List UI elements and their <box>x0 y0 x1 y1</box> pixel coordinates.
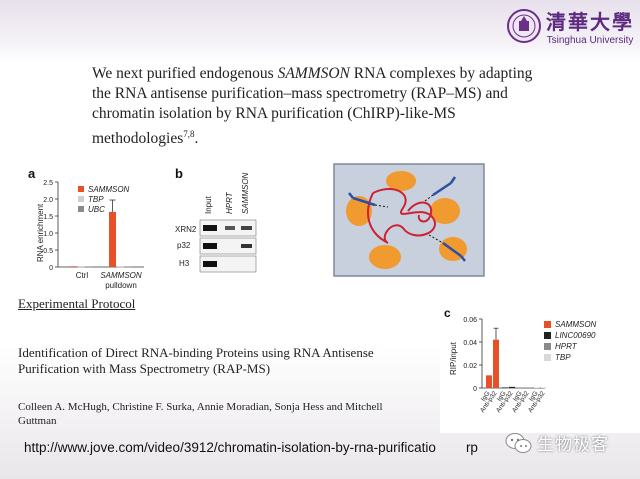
protocol-title: Identification of Direct RNA-binding Pro… <box>18 345 374 376</box>
protocol-authors: Colleen A. McHugh, Christine F. Surka, A… <box>18 401 383 427</box>
panel-c-legend-label: HPRT <box>555 342 578 351</box>
panel-c-legend-swatch <box>544 332 551 339</box>
panel-c-xtick-label: IgG <box>528 390 540 403</box>
panel-a-legend-swatch <box>78 186 84 192</box>
panel-c-legend-label: LINC00690 <box>555 331 596 340</box>
panel-c-legend-label: SAMMSON <box>555 320 597 329</box>
panel-a-legend-swatch <box>78 206 84 212</box>
panel-a-bar <box>78 266 85 268</box>
panel-c-ytick-label: 0 <box>473 386 477 393</box>
wechat-icon <box>505 432 532 453</box>
panel-c-legend-swatch <box>544 343 551 350</box>
panel-b-letter: b <box>175 166 183 181</box>
protocol-heading: Experimental Protocol <box>18 296 136 311</box>
panel-a-ylabel: RNA enrichment <box>36 203 45 262</box>
logo-cn-title: 清華大學 <box>546 10 634 34</box>
panel-c-ytick-label: 0.04 <box>463 340 477 347</box>
panel-a-chart: a RNA enrichment 0 0.5 1.0 1.5 2.0 2.5 SAMMSO… <box>26 162 176 300</box>
panel-a-ytick-label: 1.0 <box>43 231 53 238</box>
tsinghua-logo: 清華大學 Tsinghua University <box>506 6 634 46</box>
panel-c-legend-label: TBP <box>555 353 571 362</box>
panel-a-bar <box>117 266 124 268</box>
rna-protein-diagram <box>333 163 485 277</box>
panel-c-ytick-label: 0.02 <box>463 363 477 370</box>
panel-c-legend-swatch <box>544 321 551 328</box>
panel-a-bar <box>86 266 93 268</box>
panel-c-bar <box>509 386 515 388</box>
panel-c-bar <box>534 387 540 389</box>
blot-row-h3: H3 <box>179 259 190 268</box>
panel-c-bar <box>486 375 492 388</box>
panel-a-letter: a <box>28 166 36 181</box>
blot-lane-sammson: SAMMSON <box>241 172 250 214</box>
panel-a-legend-label: TBP <box>88 195 104 204</box>
panel-c-xtick-label: IgG <box>496 390 508 403</box>
panel-a-bar <box>109 211 116 267</box>
panel-c-bar <box>525 387 531 389</box>
panel-c-bar <box>541 387 547 389</box>
panel-a-ytick-label: 1.5 <box>43 214 53 221</box>
panel-c-xtick-label: IgG <box>480 390 492 403</box>
panel-a-ytick-label: 0.5 <box>43 248 53 255</box>
panel-a-bar <box>70 266 77 267</box>
university-seal-icon <box>507 9 541 43</box>
panel-c-xtick-label: IgG <box>512 390 524 403</box>
panel-c-chart: c RIP/input 0 0.02 0.04 0.06 SAMMSON LINC006… <box>440 303 640 433</box>
panel-c-legend-swatch <box>544 354 551 361</box>
blot-row-p32: p32 <box>177 241 191 250</box>
panel-c-bar <box>493 339 499 388</box>
panel-c-ytick-label: 0.06 <box>463 317 477 324</box>
panel-a-xlabel-ctrl: Ctrl <box>76 271 89 280</box>
panel-c-letter: c <box>444 306 451 320</box>
blot-row-xrn2: XRN2 <box>175 225 197 234</box>
watermark-text: 生物极客 <box>537 435 609 454</box>
blot-lane-hprt: HPRT <box>225 191 234 214</box>
panel-a-ytick-label: 0 <box>49 265 53 272</box>
panel-c-bar <box>502 387 508 389</box>
intro-paragraph: We next purified endogenous SAMMSON RNA … <box>92 65 533 148</box>
panel-a-ytick-label: 2.0 <box>43 197 53 204</box>
logo-en-title: Tsinghua University <box>546 35 634 46</box>
panel-a-legend-swatch <box>78 196 84 202</box>
jove-url[interactable]: http://www.jove.com/video/3912/chromatin… <box>24 440 478 455</box>
watermark: 生物极客 <box>505 430 609 455</box>
blot-lane-input: Input <box>204 195 213 214</box>
panel-b-western-blot: b Input HPRT SAMMSON XRN2 p32 H3 <box>175 162 265 280</box>
panel-a-xlabel-pulldown: pulldown <box>105 281 137 290</box>
panel-c-bar <box>518 387 524 389</box>
panel-a-ytick-label: 2.5 <box>43 180 53 187</box>
panel-c-ylabel: RIP/input <box>449 341 458 375</box>
panel-a-legend-label: SAMMSON <box>88 185 130 194</box>
panel-a-legend-label: UBC <box>88 205 105 214</box>
panel-a-xlabel-sammson: SAMMSON <box>100 271 142 280</box>
panel-a-bar <box>125 266 132 268</box>
